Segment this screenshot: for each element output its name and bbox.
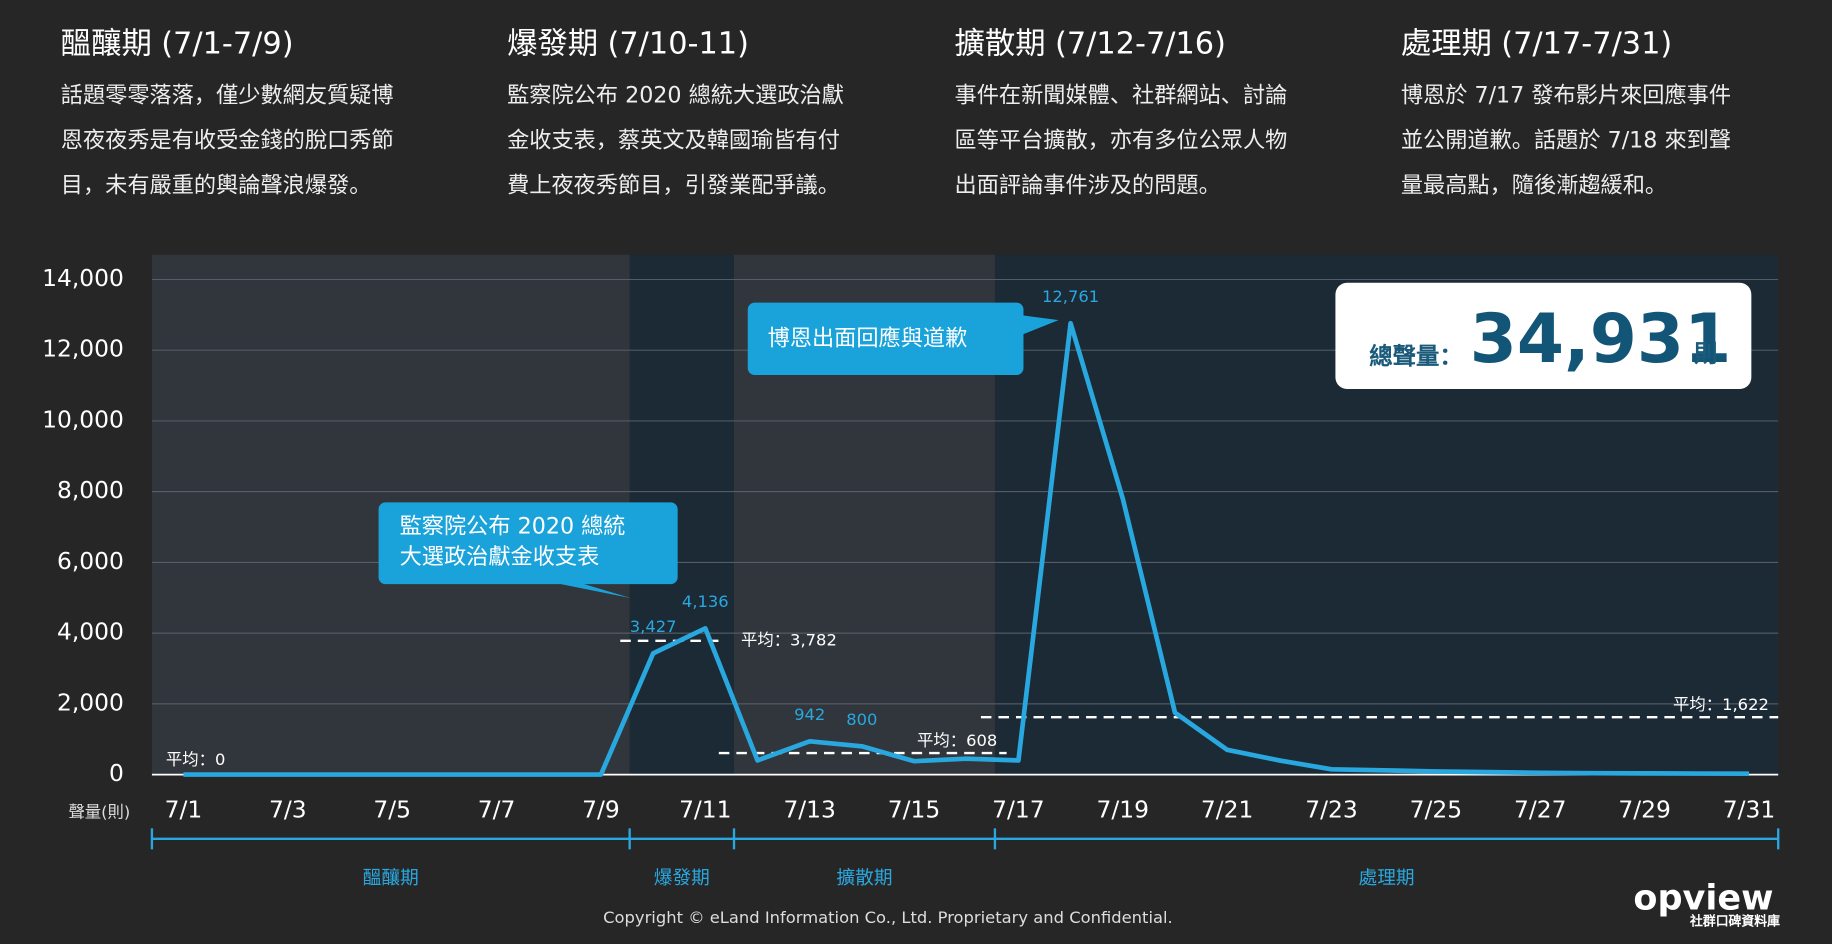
x-tick-label: 7/3 [269, 795, 307, 823]
phase-range: (7/10-11) [608, 26, 749, 61]
logo-tagline: 社群口碑資料庫 [1689, 913, 1780, 929]
average-label: 平均：1,622 [1673, 695, 1769, 714]
average-label: 平均：608 [917, 731, 997, 750]
phase-description: 博恩於 7/17 發布影片來回應事件 [1401, 82, 1731, 108]
data-label: 3,427 [630, 617, 677, 636]
phase-description: 出面評論事件涉及的問題。 [955, 172, 1221, 198]
timeline-label: 處理期 [1359, 868, 1415, 889]
phase-range: (7/12-7/16) [1055, 26, 1226, 61]
x-tick-label: 7/17 [992, 795, 1044, 823]
phase-description: 金收支表，蔡英文及韓國瑜皆有付 [507, 127, 840, 153]
phase-title: 擴散期 (7/12-7/16) [955, 26, 1226, 61]
x-tick-label: 7/19 [1097, 795, 1149, 823]
y-tick-label: 0 [109, 759, 124, 787]
data-label: 800 [846, 710, 877, 729]
phase-title: 醞釀期 (7/1-7/9) [61, 26, 294, 61]
y-tick-label: 2,000 [57, 688, 124, 716]
phase-description: 監察院公布 2020 總統大選政治獻 [507, 82, 844, 108]
timeline-label: 爆發期 [654, 868, 710, 889]
x-tick-label: 7/15 [888, 795, 940, 823]
x-tick-label: 7/31 [1723, 795, 1775, 823]
phase-name: 醞釀期 [61, 26, 152, 61]
phase-name: 處理期 [1401, 26, 1492, 61]
callout-box [747, 302, 1059, 376]
x-tick-label: 7/9 [582, 795, 620, 823]
phase-name: 爆發期 [507, 26, 598, 61]
y-tick-label: 14,000 [42, 264, 124, 292]
timeline-label: 擴散期 [836, 868, 892, 889]
x-tick-label: 7/7 [478, 795, 516, 823]
callout-text: 監察院公布 2020 總統 [400, 513, 626, 539]
phase-range: (7/17-7/31) [1501, 26, 1672, 61]
total-value: 34,931 [1470, 299, 1731, 378]
copyright: Copyright © eLand Information Co., Ltd. … [603, 908, 1173, 927]
y-tick-label: 4,000 [57, 618, 124, 646]
phase-range: (7/1-7/9) [161, 26, 293, 61]
phase-description: 區等平台擴散，亦有多位公眾人物 [955, 127, 1288, 153]
phase-description: 費上夜夜秀節目，引發業配爭議。 [507, 172, 840, 198]
x-tick-label: 7/21 [1201, 795, 1253, 823]
data-label: 12,761 [1042, 287, 1099, 306]
y-axis-label: 聲量(則) [68, 803, 130, 822]
phase-title: 處理期 (7/17-7/31) [1401, 26, 1672, 61]
callout-text: 博恩出面回應與道歉 [768, 325, 968, 351]
x-tick-label: 7/5 [373, 795, 411, 823]
y-tick-label: 8,000 [57, 476, 124, 504]
total-box [1335, 282, 1752, 390]
phase-description: 並公開道歉。話題於 7/18 來到聲 [1401, 127, 1731, 153]
x-tick-label: 7/13 [783, 795, 835, 823]
x-tick-label: 7/23 [1305, 795, 1357, 823]
y-tick-label: 10,000 [42, 405, 124, 433]
y-tick-label: 6,000 [57, 547, 124, 575]
timeline-label: 醞釀期 [363, 868, 419, 889]
x-tick-label: 7/1 [165, 795, 203, 823]
phase-name: 擴散期 [955, 26, 1046, 61]
logo: opview [1633, 878, 1773, 919]
phase-description: 事件在新聞媒體、社群網站、討論 [955, 82, 1288, 108]
x-tick-label: 7/25 [1410, 795, 1462, 823]
total-unit: 則 [1694, 340, 1717, 368]
data-label: 4,136 [682, 592, 729, 611]
phase-title: 爆發期 (7/10-11) [507, 26, 749, 61]
phase-description: 話題零零落落，僅少數網友質疑博 [61, 82, 394, 108]
x-tick-label: 7/29 [1618, 795, 1670, 823]
phase-description: 恩夜夜秀是有收受金錢的脫口秀節 [61, 127, 394, 153]
callout-box [378, 502, 678, 599]
average-label: 平均：0 [166, 750, 225, 769]
total-label: 總聲量： [1369, 342, 1462, 370]
x-tick-label: 7/27 [1514, 795, 1566, 823]
x-tick-label: 7/11 [679, 795, 731, 823]
y-tick-label: 12,000 [42, 335, 124, 363]
phase-description: 目，未有嚴重的輿論聲浪爆發。 [61, 172, 372, 198]
data-label: 942 [794, 705, 825, 724]
average-label: 平均：3,782 [741, 630, 837, 649]
data-line [183, 320, 1750, 777]
callout-text: 大選政治獻金收支表 [400, 544, 600, 570]
phase-description: 量最高點，隨後漸趨緩和。 [1401, 172, 1667, 198]
